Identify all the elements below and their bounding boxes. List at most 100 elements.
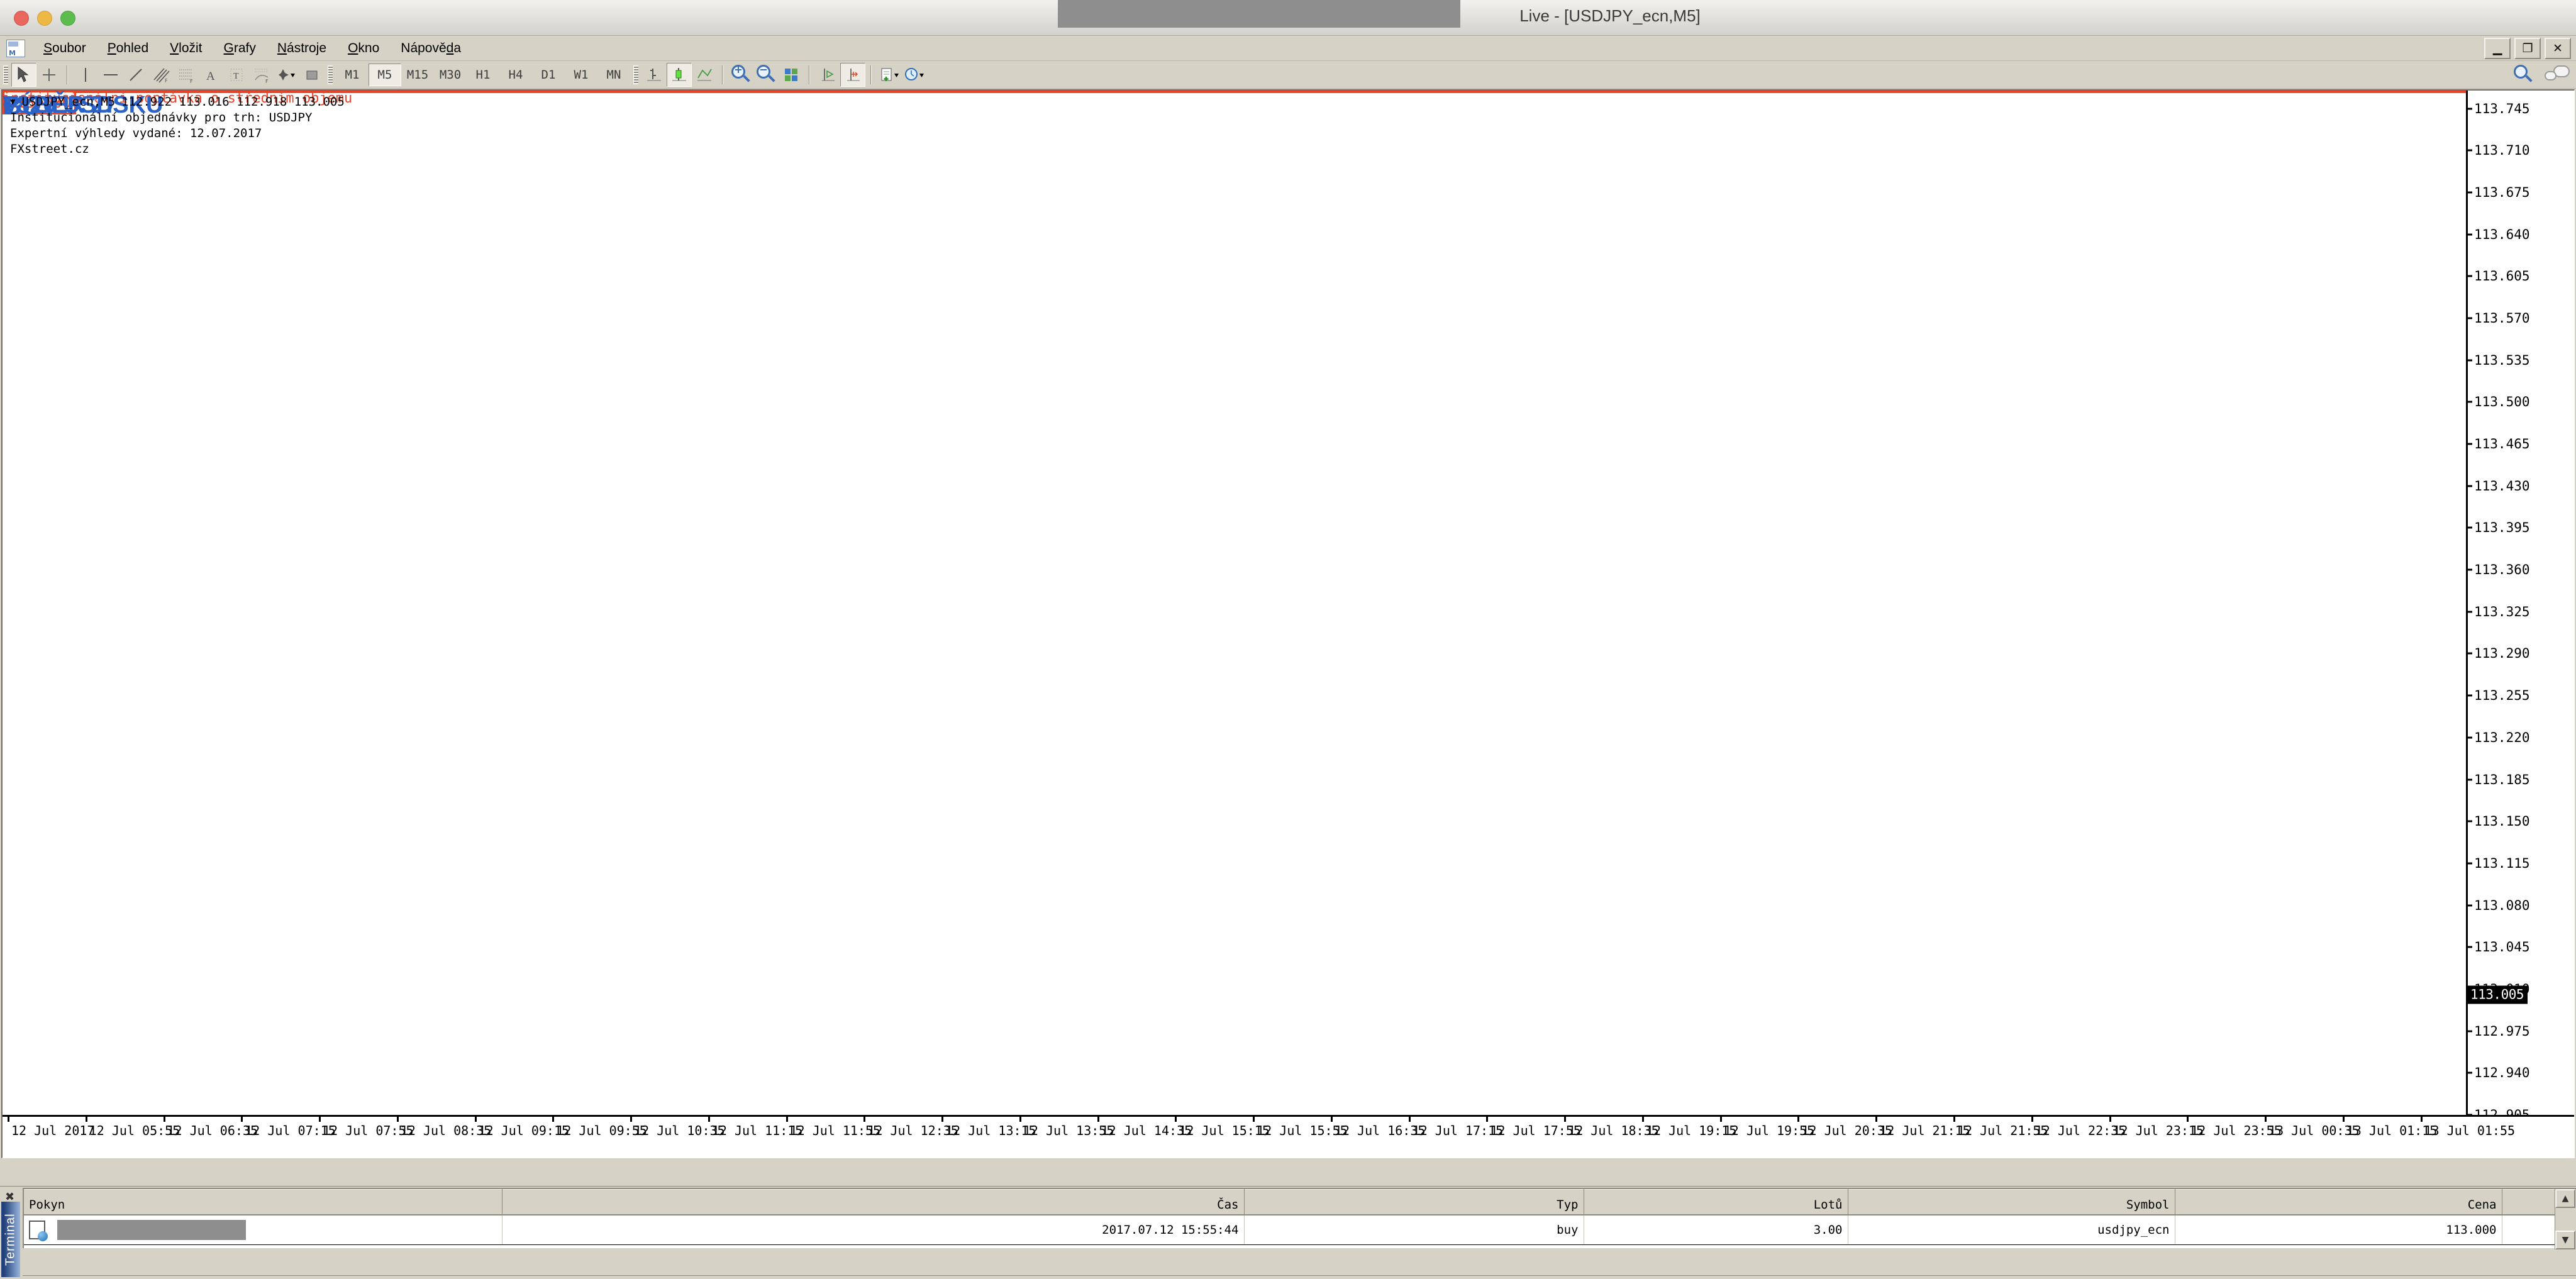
time-axis-label: 12 Jul 2017 xyxy=(11,1123,95,1138)
menu-okno[interactable]: Okno xyxy=(348,40,380,55)
time-axis-tick xyxy=(1175,1115,1177,1122)
price-axis-tick xyxy=(2466,233,2472,236)
search-icon[interactable] xyxy=(2511,63,2536,87)
period-icon[interactable] xyxy=(902,63,927,87)
arrows-icon[interactable] xyxy=(274,63,299,87)
scroll-down-icon[interactable]: ▼ xyxy=(2555,1231,2575,1249)
account-history-table-container[interactable]: Pokyn Čas Typ Lotů Symbol Cena S / L Rea… xyxy=(23,1188,2576,1249)
candlestick-chart-icon[interactable] xyxy=(667,62,692,87)
mdi-minimize-button[interactable]: ▁ xyxy=(2484,37,2511,59)
price-axis-label: 113.570 xyxy=(2474,311,2530,326)
equidistant-channel-icon[interactable]: F xyxy=(148,63,174,87)
timeframe-button-m5[interactable]: M5 xyxy=(369,63,401,86)
indicators-icon[interactable] xyxy=(877,63,902,87)
crosshair-icon[interactable] xyxy=(36,63,62,87)
time-axis-label: 12 Jul 19:15 xyxy=(1645,1123,1737,1138)
cell-lotu[interactable]: 3.00 xyxy=(1584,1214,1848,1245)
scroll-up-icon[interactable]: ▲ xyxy=(2555,1189,2575,1208)
grid-icon[interactable] xyxy=(779,63,804,87)
menu-napoveda[interactable]: Nápověda xyxy=(401,40,462,55)
cell-cena-open[interactable]: 113.000 xyxy=(2175,1214,2502,1245)
column-header-lotu[interactable]: Lotů xyxy=(1584,1189,1848,1215)
price-axis[interactable]: 113.745 113.710 113.675 113.640 113.605 113.5… xyxy=(2466,91,2574,1122)
table-vertical-scrollbar[interactable]: ▲ ▼ xyxy=(2555,1189,2576,1249)
column-header-pokyn[interactable]: Pokyn xyxy=(24,1189,502,1215)
timeframe-button-h4[interactable]: H4 xyxy=(508,67,523,82)
trendline-icon[interactable] xyxy=(123,63,148,87)
price-axis-label: 113.360 xyxy=(2474,562,2530,578)
time-axis-tick xyxy=(630,1115,633,1122)
close-window-button[interactable] xyxy=(14,11,29,26)
toolbar-grip-periods[interactable] xyxy=(328,65,333,84)
rectangle-icon[interactable] xyxy=(299,63,325,87)
time-axis[interactable]: 12 Jul 2017 12 Jul 05:55 12 Jul 06:35 12 Ju… xyxy=(3,1115,2574,1158)
price-axis-label: 113.290 xyxy=(2474,646,2530,662)
cell-cas-open[interactable]: 2017.07.12 15:55:44 xyxy=(502,1214,1245,1245)
mdi-restore-button[interactable]: ❐ xyxy=(2514,37,2541,59)
cell-pokyn[interactable] xyxy=(24,1214,502,1245)
menu-soubor[interactable]: Soubor xyxy=(43,40,86,55)
price-axis-label: 113.605 xyxy=(2474,269,2530,284)
price-axis-tick xyxy=(2466,652,2472,655)
bar-chart-icon[interactable] xyxy=(641,63,667,87)
menu-vlozit[interactable]: Vložit xyxy=(170,40,203,55)
chart-plot-area[interactable]: 113.000 institucionální poptávka o střed… xyxy=(3,91,2466,1115)
timeframe-button-m30[interactable]: M30 xyxy=(439,67,462,82)
minimize-window-button[interactable] xyxy=(37,11,52,26)
terminal-vertical-label: Terminal xyxy=(1,1202,20,1277)
menu-grafy[interactable]: Grafy xyxy=(223,40,256,55)
time-axis-label: 12 Jul 19:55 xyxy=(1723,1123,1815,1138)
svg-text:F: F xyxy=(265,79,269,84)
shapes-icon[interactable]: F xyxy=(249,63,274,87)
svg-text:F: F xyxy=(190,79,193,84)
time-axis-label: 13 Jul 01:15 xyxy=(2346,1123,2438,1138)
vertical-line-icon[interactable] xyxy=(73,63,98,87)
text-icon[interactable]: A xyxy=(199,63,224,87)
column-header-symbol[interactable]: Symbol xyxy=(1848,1189,2175,1215)
chat-icon[interactable] xyxy=(2545,63,2570,87)
entry-price-line[interactable] xyxy=(3,91,2466,93)
menu-pohled[interactable]: Pohled xyxy=(107,40,149,55)
auto-scroll-icon[interactable] xyxy=(815,63,840,87)
close-icon[interactable]: ✖ xyxy=(5,1190,15,1204)
maximize-window-button[interactable] xyxy=(60,11,75,26)
zoom-in-icon[interactable] xyxy=(728,63,753,87)
chart-window[interactable]: ▼ USDJPY_ecn,M5 112.922 113.016 112.918 … xyxy=(1,89,2575,1158)
cursor-icon[interactable] xyxy=(11,62,36,87)
time-axis-label: 12 Jul 22:35 xyxy=(2035,1123,2126,1138)
price-axis-label: 113.325 xyxy=(2474,604,2530,619)
chart-shift-icon[interactable] xyxy=(840,62,865,87)
price-axis-tick xyxy=(2466,1071,2472,1074)
column-header-typ[interactable]: Typ xyxy=(1244,1189,1584,1215)
time-axis-tick xyxy=(241,1115,243,1122)
timeframe-button-m15[interactable]: M15 xyxy=(406,67,429,82)
timeframe-button-d1[interactable]: D1 xyxy=(541,67,556,82)
timeframe-button-w1[interactable]: W1 xyxy=(574,67,589,82)
fibonacci-icon[interactable]: F xyxy=(174,63,199,87)
zoom-out-icon[interactable] xyxy=(753,63,779,87)
toolbar-grip-charts[interactable] xyxy=(633,65,638,84)
mdi-close-button[interactable]: ✕ xyxy=(2545,37,2571,59)
time-axis-label: 12 Jul 07:15 xyxy=(245,1123,336,1138)
column-header-cas-open[interactable]: Čas xyxy=(502,1189,1245,1215)
text-label-icon[interactable]: T xyxy=(224,63,249,87)
column-header-cena-open[interactable]: Cena xyxy=(2175,1189,2502,1215)
line-chart-icon[interactable] xyxy=(692,63,717,87)
timeframe-button-mn[interactable]: MN xyxy=(606,67,621,82)
cell-symbol[interactable]: usdjpy_ecn xyxy=(1848,1214,2175,1245)
cell-typ[interactable]: buy xyxy=(1244,1214,1584,1245)
time-axis-label: 12 Jul 17:15 xyxy=(1412,1123,1504,1138)
entry-price-label[interactable]: 113.000 xyxy=(3,91,77,114)
timeframe-button-h1[interactable]: H1 xyxy=(475,67,491,82)
horizontal-line-icon[interactable] xyxy=(98,63,123,87)
timeframe-button-m1[interactable]: M1 xyxy=(345,67,360,82)
chart-canvas[interactable]: ▼ USDJPY_ecn,M5 112.922 113.016 112.918 … xyxy=(3,91,2574,1158)
menu-nastroje[interactable]: Nástroje xyxy=(277,40,327,55)
chart-info-caret-icon[interactable]: ▼ xyxy=(10,97,16,107)
toolbar-grip[interactable] xyxy=(3,65,8,84)
time-axis-tick xyxy=(2187,1115,2189,1122)
time-axis-tick xyxy=(2109,1115,2111,1122)
window-traffic-lights[interactable] xyxy=(14,11,75,26)
demand-zone-note: institucionální poptávka o středním obje… xyxy=(3,91,353,106)
time-axis-label: 12 Jul 06:35 xyxy=(167,1123,258,1138)
